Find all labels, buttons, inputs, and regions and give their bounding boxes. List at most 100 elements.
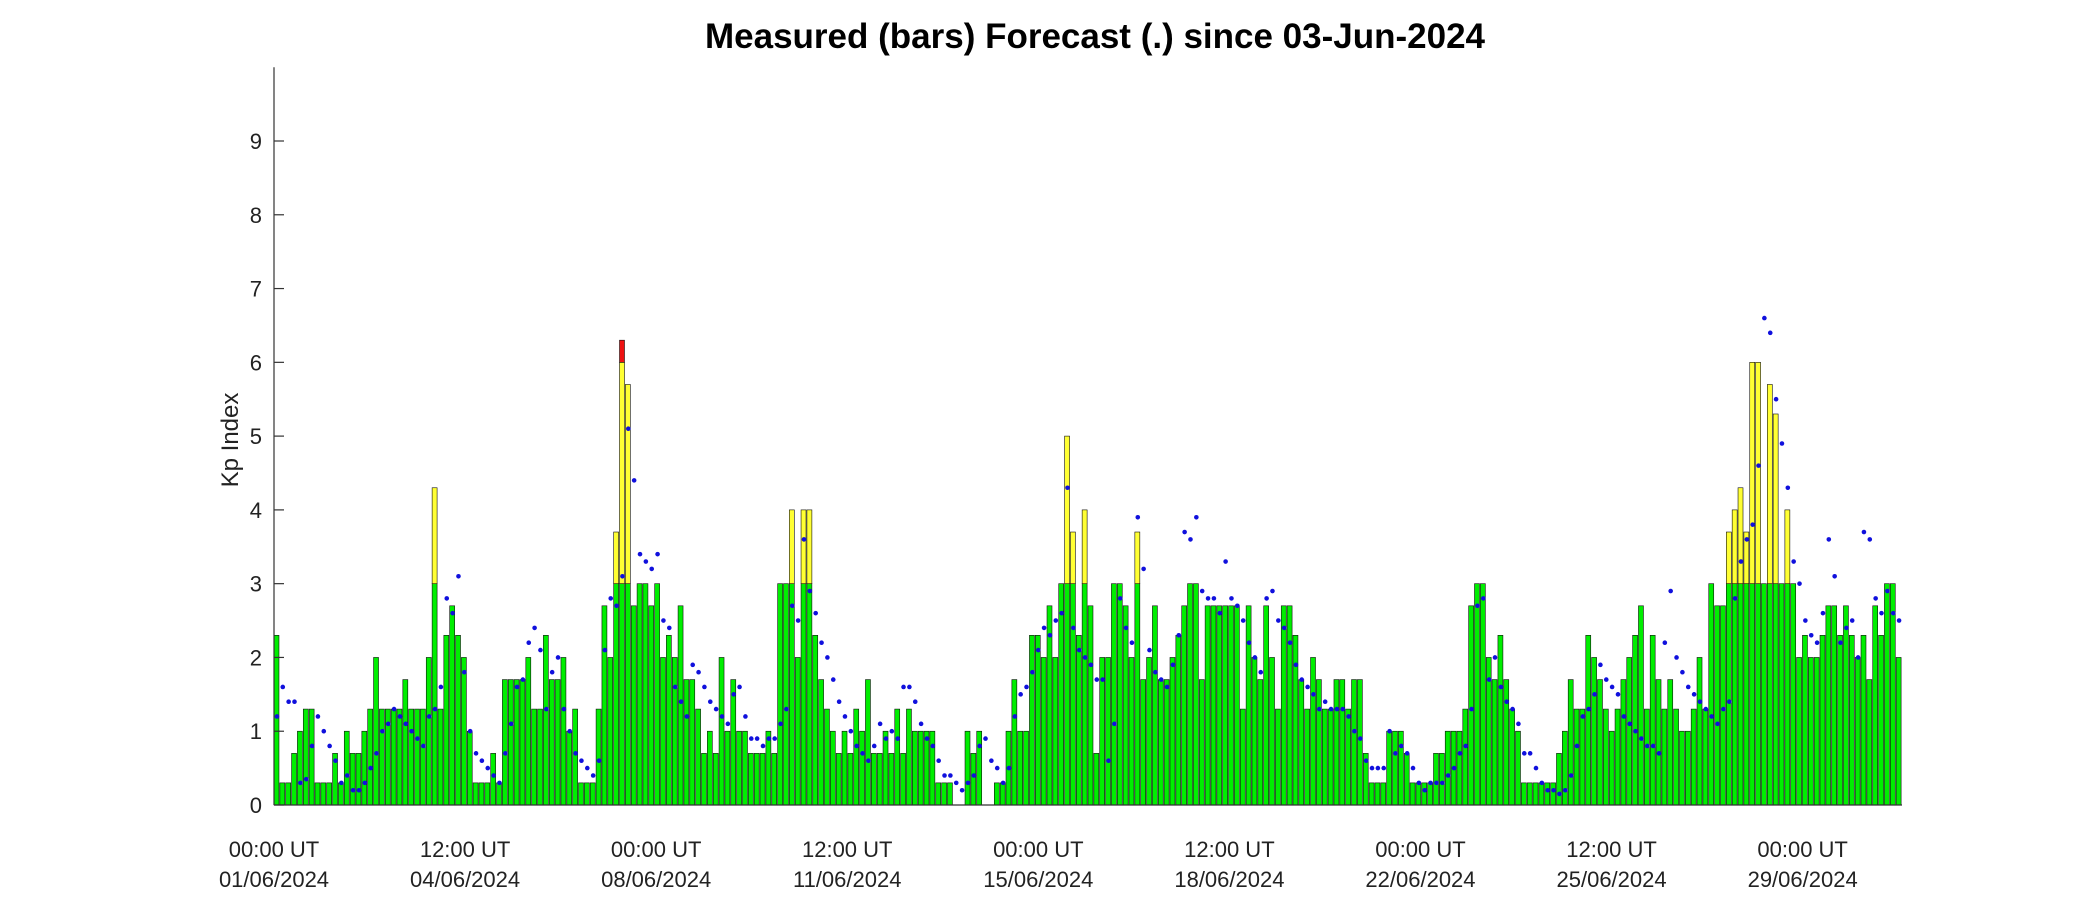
forecast-point xyxy=(1217,610,1223,616)
measured-bar-low xyxy=(1052,657,1059,806)
forecast-point xyxy=(1844,625,1849,631)
forecast-point xyxy=(1498,684,1504,690)
measured-bar-mid xyxy=(625,384,631,584)
forecast-point xyxy=(1726,699,1732,705)
measured-bar-low xyxy=(1292,635,1299,806)
forecast-point xyxy=(532,625,537,631)
forecast-point xyxy=(1240,618,1246,623)
forecast-point xyxy=(462,669,467,675)
measured-bar-low xyxy=(859,730,865,806)
measured-bar-low xyxy=(554,679,561,806)
measured-bar-low xyxy=(314,782,321,806)
measured-bar-low xyxy=(1228,605,1234,806)
y-tick-label: 9 xyxy=(250,129,262,154)
measured-bar-low xyxy=(1673,708,1679,806)
x-tick-date-label: 08/06/2024 xyxy=(601,867,711,892)
forecast-point xyxy=(333,758,338,764)
measured-bar-low xyxy=(1796,657,1802,806)
forecast-point xyxy=(666,625,672,631)
forecast-point xyxy=(1410,765,1416,771)
x-tick-time-label: 00:00 UT xyxy=(229,837,320,862)
measured-bar-low xyxy=(970,753,977,806)
measured-bar-low xyxy=(1538,782,1545,806)
measured-bar-low xyxy=(1433,753,1439,806)
measured-bar-low xyxy=(531,708,537,806)
forecast-point xyxy=(889,728,895,734)
measured-bar-low xyxy=(1427,782,1433,806)
measured-bar-low xyxy=(1210,605,1217,806)
measured-bar-low xyxy=(707,730,713,806)
forecast-point xyxy=(1065,485,1070,491)
forecast-point xyxy=(1270,588,1275,594)
measured-bar-low xyxy=(1737,583,1744,806)
measured-bar-low xyxy=(1708,583,1715,806)
measured-bar-low xyxy=(1357,679,1363,806)
measured-bar-low xyxy=(507,679,514,806)
forecast-point xyxy=(678,699,684,705)
measured-bar-low xyxy=(396,708,403,806)
measured-bar-low xyxy=(912,730,918,806)
forecast-point xyxy=(1697,699,1703,705)
measured-bar-low xyxy=(648,605,655,806)
measured-bar-low xyxy=(742,730,748,806)
measured-bar-low xyxy=(1064,583,1070,806)
forecast-point xyxy=(953,780,959,786)
measured-bar-low xyxy=(291,753,297,806)
measured-bar-low xyxy=(1327,708,1334,806)
y-tick-label: 0 xyxy=(250,793,262,818)
measured-bar-low xyxy=(871,753,877,806)
forecast-point xyxy=(1076,647,1082,653)
measured-bar-low xyxy=(642,583,649,806)
measured-bar-low xyxy=(1146,657,1152,806)
measured-bar-low xyxy=(1269,657,1275,806)
x-tick-date-label: 11/06/2024 xyxy=(793,867,901,892)
forecast-point xyxy=(1322,699,1328,705)
measured-bars xyxy=(273,339,1902,806)
measured-bar-low xyxy=(1439,753,1445,806)
measured-bar-low xyxy=(1251,657,1258,806)
forecast-point xyxy=(1621,714,1627,719)
forecast-point xyxy=(1252,655,1258,660)
forecast-point xyxy=(321,728,327,734)
forecast-point xyxy=(854,743,859,749)
measured-bar-low xyxy=(1029,635,1035,806)
forecast-point xyxy=(1439,780,1445,786)
forecast-point xyxy=(912,699,918,705)
measured-bar-mid xyxy=(431,487,438,584)
forecast-point xyxy=(274,714,280,719)
measured-bar-mid xyxy=(1743,531,1750,584)
measured-bar-low xyxy=(1848,635,1855,806)
measured-bar-low xyxy=(1257,679,1264,806)
forecast-point xyxy=(391,706,397,712)
measured-bar-low xyxy=(1884,583,1890,806)
forecast-point xyxy=(1281,625,1287,631)
measured-bar-low xyxy=(1034,635,1041,806)
measured-bar-low xyxy=(548,679,555,806)
forecast-point xyxy=(432,706,438,712)
forecast-point xyxy=(1598,662,1603,668)
forecast-point xyxy=(1545,787,1551,793)
forecast-point xyxy=(1885,588,1890,594)
measured-bar-low xyxy=(794,657,801,806)
measured-bar-low xyxy=(1889,583,1896,806)
measured-bar-low xyxy=(1667,679,1674,806)
forecast-point xyxy=(1504,699,1510,705)
measured-bar-low xyxy=(379,708,385,806)
forecast-point xyxy=(971,773,977,778)
forecast-point xyxy=(1539,780,1545,786)
measured-bar-low xyxy=(1456,730,1463,806)
forecast-point xyxy=(538,647,543,653)
forecast-point xyxy=(1685,684,1691,690)
forecast-point xyxy=(397,714,403,719)
measured-bar-low xyxy=(1679,730,1685,806)
measured-bar-low xyxy=(865,679,871,806)
measured-bar-low xyxy=(1784,583,1791,806)
forecast-point xyxy=(1194,514,1199,520)
forecast-point xyxy=(1129,640,1135,645)
measured-bar-low xyxy=(1714,605,1720,806)
forecast-point xyxy=(1035,647,1041,653)
forecast-point xyxy=(298,780,303,786)
measured-bar-low xyxy=(1374,782,1381,806)
measured-bar-low xyxy=(1772,583,1779,806)
